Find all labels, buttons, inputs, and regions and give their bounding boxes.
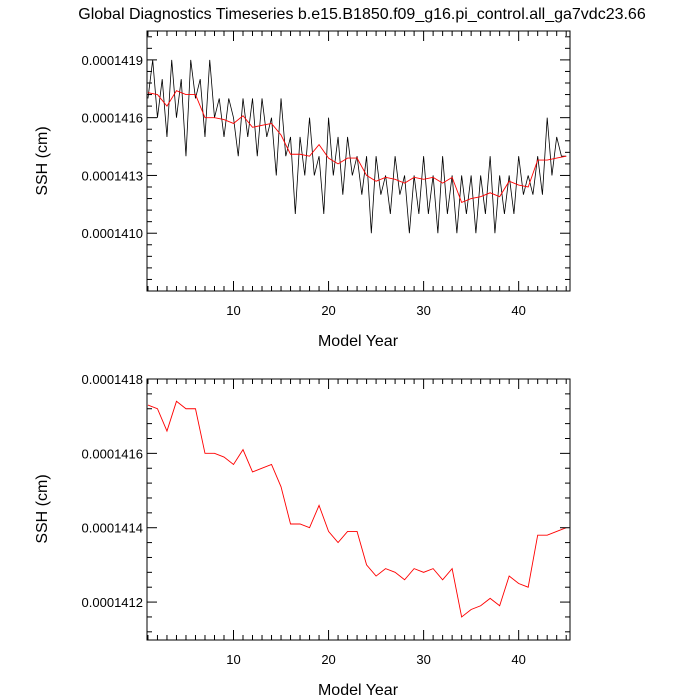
top-y-tick-label: 0.0001410 (82, 226, 143, 241)
top-x-tick-label: 10 (226, 303, 240, 318)
bottom-y-tick-label: 0.0001416 (82, 446, 143, 461)
bottom-x-tick-label: 40 (511, 652, 525, 667)
bottom-y-tick-label: 0.0001412 (82, 595, 143, 610)
top-y-tick-label: 0.0001419 (82, 53, 143, 68)
top-x-axis-label: Model Year (318, 333, 399, 350)
bottom-plot-frame (147, 379, 570, 640)
top-y-tick-label: 0.0001413 (82, 168, 143, 183)
bottom-panel: 10 20 30 40 0.0001412 0.0001414 0.0001416 0.000… (34, 372, 570, 699)
chart-title: Global Diagnostics Timeseries b.e15.B185… (78, 6, 646, 23)
top-x-tick-label: 30 (416, 303, 430, 318)
bottom-tick-layer: 10 20 30 40 0.0001412 0.0001414 0.0001416 0.000… (82, 372, 570, 667)
bottom-y-axis-label: SSH (cm) (34, 474, 51, 543)
bottom-y-tick-label: 0.0001414 (82, 521, 143, 536)
bottom-x-axis-label: Model Year (318, 682, 399, 699)
bottom-x-tick-label: 20 (321, 652, 335, 667)
top-y-tick-label: 0.0001416 (82, 111, 143, 126)
bottom-series-layer (148, 401, 566, 617)
bottom-series-line-annual (148, 401, 566, 617)
top-series-line-monthly (148, 60, 566, 233)
top-x-tick-label: 20 (321, 303, 335, 318)
top-y-axis-label: SSH (cm) (34, 126, 51, 195)
bottom-x-tick-label: 10 (226, 652, 240, 667)
top-series-layer (148, 60, 566, 233)
bottom-x-tick-label: 30 (416, 652, 430, 667)
top-panel: 10 20 30 40 0.0001410 0.0001413 0.0001416 0.000… (34, 31, 570, 350)
top-x-tick-label: 40 (511, 303, 525, 318)
top-series-line-annual (148, 91, 566, 203)
bottom-y-tick-label: 0.0001418 (82, 372, 143, 387)
